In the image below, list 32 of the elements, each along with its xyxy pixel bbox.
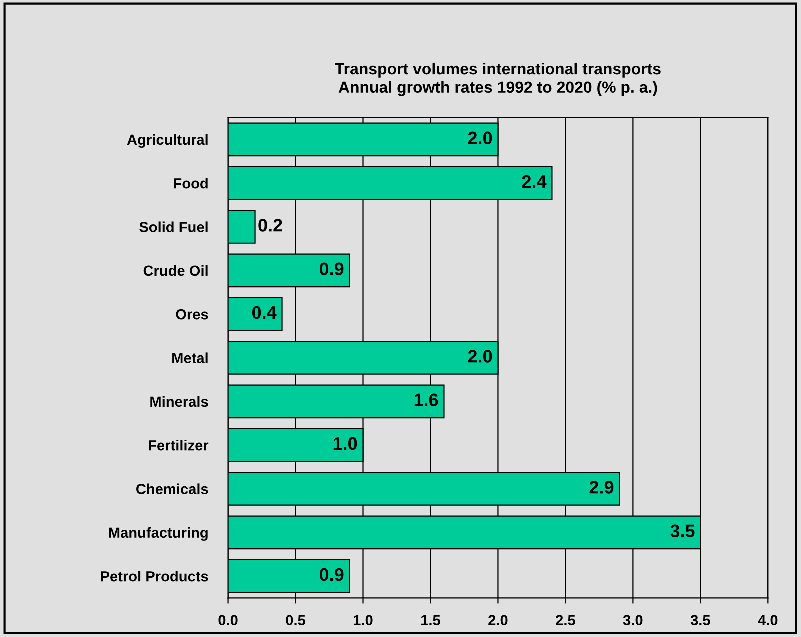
y-tick-label: Metal	[172, 352, 208, 364]
data-label: 0.2	[258, 219, 282, 232]
y-tick-label: Petrol Products	[101, 571, 208, 582]
data-label: 1.0	[334, 437, 358, 450]
y-tick-label: Solid Fuel	[140, 222, 208, 232]
data-label: 2.0	[468, 350, 492, 363]
y-tick-label: Manufacturing	[109, 527, 208, 542]
x-tick-label: 4.0	[758, 615, 778, 626]
x-tick-label: 2.5	[556, 615, 576, 626]
data-label: 2.0	[468, 132, 492, 145]
data-label: 2.9	[590, 481, 614, 494]
x-tick-label: 2.0	[488, 615, 508, 626]
y-tick-label: Chemicals	[136, 484, 208, 494]
x-tick-label: 3.5	[690, 615, 710, 626]
x-tick-label: 0.5	[286, 615, 306, 626]
y-tick-label: Ores	[176, 309, 208, 320]
data-label: 1.6	[414, 394, 438, 407]
y-tick-label: Food	[174, 178, 208, 189]
y-tick-label: Agricultural	[127, 134, 208, 148]
x-tick-label: 1.0	[354, 615, 373, 626]
x-tick-label: 1.5	[422, 615, 440, 626]
data-label: 3.5	[670, 524, 695, 538]
y-tick-label: Crude Oil	[144, 265, 208, 276]
data-label: 0.9	[320, 262, 344, 276]
y-tick-label: Minerals	[150, 396, 208, 408]
data-label: 0.9	[320, 568, 344, 582]
chart-title: Transport volumes international transports Annual growth rates 1992 to 2020 (% p. a.)	[335, 62, 661, 96]
y-tick-label: Fertilizer	[149, 440, 209, 451]
data-label: 2.4	[522, 175, 547, 188]
x-tick-label: 0.0	[218, 615, 238, 626]
data-label: 0.4	[252, 306, 277, 320]
x-tick-label: 3.0	[623, 615, 643, 626]
